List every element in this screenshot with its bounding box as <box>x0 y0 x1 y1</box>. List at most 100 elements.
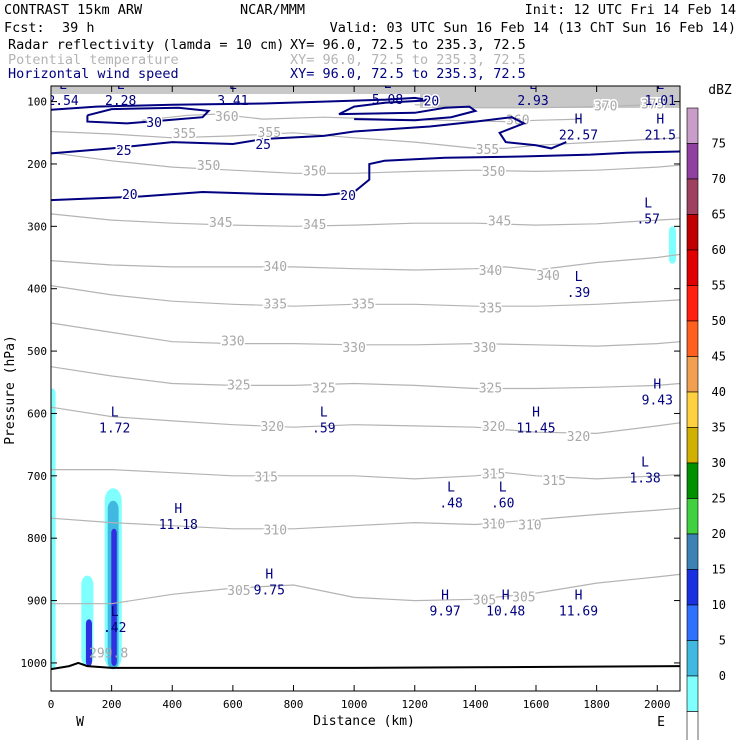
theta-contour-label: 355 <box>476 143 499 158</box>
extremum-value: 5.08 <box>372 93 403 108</box>
colorbar-swatch <box>686 427 699 464</box>
extremum-marker: L <box>384 77 392 92</box>
extremum-marker: L <box>111 605 119 620</box>
extremum-value: 9.75 <box>254 584 285 599</box>
theta-contour-label: 340 <box>264 260 287 275</box>
theta-contour-label: 360 <box>215 110 238 125</box>
valid-time: Valid: 03 UTC Sun 16 Feb 14 (13 ChT Sun … <box>330 20 736 36</box>
terrain-line <box>51 661 680 671</box>
reflectivity-cell <box>51 388 56 670</box>
extremum-value: 21.5 <box>645 128 676 143</box>
colorbar-level: 30 <box>712 456 726 470</box>
extremum-marker: H <box>575 112 583 127</box>
y-tick-label: 100 <box>27 96 47 109</box>
y-tick-label: 700 <box>27 470 47 483</box>
extremum-marker: H <box>174 502 182 517</box>
theta-contour-315 <box>51 469 680 480</box>
terrain-layer <box>51 661 680 671</box>
theta-contour-label: 340 <box>479 264 502 279</box>
colorbar-swatch <box>686 178 699 215</box>
model-title: CONTRAST 15km ARW <box>4 2 143 18</box>
extremum-marker: L <box>641 456 649 471</box>
field-xy-wind: XY= 96.0, 72.5 to 235.3, 72.5 <box>290 66 526 82</box>
colorbar-level: 45 <box>712 350 726 364</box>
upper-theta-band <box>51 86 680 108</box>
extrema-layer: L2.54L2.28L3.41L5.08L2.93L1.01H22.57H21.… <box>51 77 676 662</box>
x-tick-label: 0 <box>48 698 55 711</box>
extremum-value: 10.48 <box>486 604 525 619</box>
forecast-hours: 39 h <box>62 20 95 36</box>
y-axis: 100 200 300 400 500 600 700 800 900 1000 <box>21 96 680 670</box>
extremum-value: .48 <box>439 496 462 511</box>
theta-contour-label: 370 <box>594 100 617 115</box>
extremum-marker: H <box>575 588 583 603</box>
extremum-marker: L <box>656 78 664 93</box>
theta-contour-label: 330 <box>221 335 244 350</box>
x-tick-label: 200 <box>102 698 122 711</box>
colorbar-swatch <box>686 285 699 322</box>
x-axis-label: Distance (km) <box>313 714 415 729</box>
x-tick-label: 1400 <box>462 698 489 711</box>
extremum-marker: L <box>644 197 652 212</box>
y-tick-label: 800 <box>27 532 47 545</box>
colorbar-level: 55 <box>712 279 726 293</box>
y-axis-label: Pressure (hPa) <box>3 335 18 445</box>
reflectivity-cell <box>85 619 92 667</box>
extremum-marker: L <box>59 78 67 93</box>
x-tick-label: 1000 <box>341 698 368 711</box>
colorbar-swatch <box>686 711 699 740</box>
theta-contour-label: 330 <box>342 341 365 356</box>
y-tick-label: 400 <box>27 283 47 296</box>
wind-contour-20 <box>51 150 680 202</box>
theta-contour-310 <box>51 507 680 530</box>
extremum-marker: L <box>529 78 537 93</box>
wind-contour-30 <box>86 106 211 125</box>
y-tick-label: 1000 <box>21 657 48 670</box>
reflectivity-layer <box>51 226 677 670</box>
x-tick-label: 600 <box>223 698 243 711</box>
theta-contour-label: 305 <box>473 594 496 609</box>
field-xy-theta: XY= 96.0, 72.5 to 235.3, 72.5 <box>290 52 526 68</box>
extremum-value: 11.45 <box>516 422 555 437</box>
colorbar-swatch <box>686 498 699 535</box>
theta-contour-label: 350 <box>303 164 326 179</box>
theta-contour-335 <box>51 285 680 307</box>
extremum-marker: H <box>502 588 510 603</box>
header: CONTRAST 15km ARW NCAR/MMM Init: 12 UTC … <box>4 2 736 82</box>
upper-theta-fill-east <box>420 86 680 108</box>
extremum-value: 22.57 <box>559 128 598 143</box>
y-tick-label: 900 <box>27 595 47 608</box>
extremum-value: 11.69 <box>559 604 598 619</box>
extremum-marker: L <box>499 480 507 495</box>
theta-contour-320 <box>51 406 680 435</box>
extremum-marker: H <box>656 112 664 127</box>
extremum-marker: L <box>320 406 328 421</box>
colorbar-level: 65 <box>712 208 726 222</box>
theta-contour-label: 355 <box>173 127 196 142</box>
wind-contour-25 <box>51 116 567 155</box>
x-tick-label: 1600 <box>523 698 550 711</box>
theta-contour-label: 315 <box>542 474 565 489</box>
wind-contour-label: 25 <box>255 138 271 153</box>
colorbar-level: 60 <box>712 243 726 257</box>
colorbar-unit: dBZ <box>708 83 732 98</box>
theta-contour-label: 310 <box>264 524 287 539</box>
extremum-value: 1.38 <box>629 472 660 487</box>
y-tick-label: 200 <box>27 158 47 171</box>
theta-contour-350 <box>51 152 680 174</box>
colorbar-swatch <box>686 640 699 677</box>
theta-contour-325 <box>51 366 680 390</box>
extremum-value: 1.72 <box>99 422 130 437</box>
theta-contour-label: 325 <box>312 382 335 397</box>
theta-contour-355 <box>51 130 680 149</box>
field-name-wind: Horizontal wind speed <box>8 66 179 82</box>
theta-contour-label: 305 <box>512 590 535 605</box>
colorbar-level: 35 <box>712 421 726 435</box>
theta-contour-layer: 305 305 305 310 310 310 315 315 315 320 320 320 325 3… <box>51 96 680 610</box>
theta-contour-label: 350 <box>482 165 505 180</box>
extremum-value: 9.97 <box>429 604 460 619</box>
colorbar-level: 50 <box>712 314 726 328</box>
colorbar-level: 40 <box>712 385 726 399</box>
